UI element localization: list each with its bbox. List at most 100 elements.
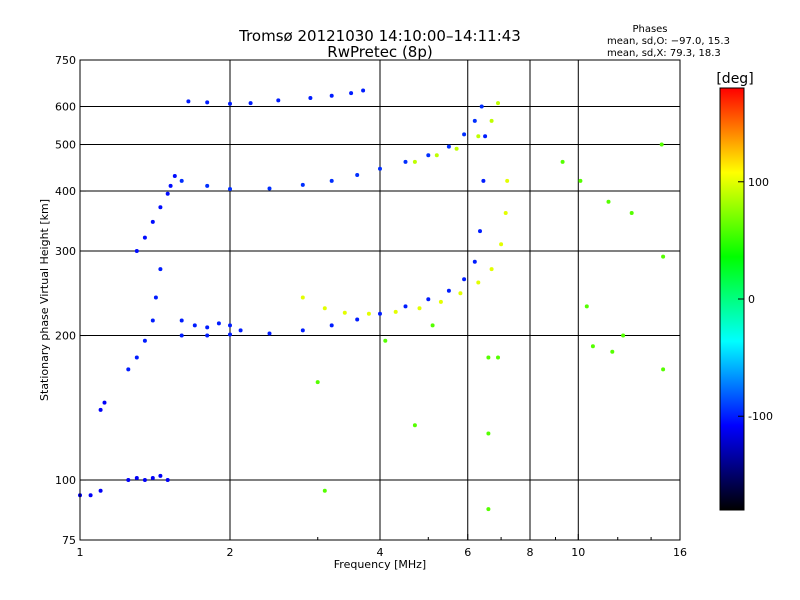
x-tick-label: 8 <box>527 546 534 559</box>
y-tick-label: 100 <box>55 474 76 487</box>
data-point <box>276 98 281 103</box>
data-point <box>472 259 477 264</box>
data-point <box>179 333 184 338</box>
data-point <box>486 355 491 360</box>
data-point <box>578 178 583 183</box>
data-point <box>378 311 382 316</box>
data-point <box>476 134 481 139</box>
data-point <box>355 173 360 177</box>
data-point <box>329 178 334 183</box>
data-point <box>192 323 197 328</box>
colorbar-tick-label: 100 <box>748 176 769 189</box>
data-point <box>446 288 451 293</box>
data-point <box>462 132 467 137</box>
y-tick-label: 300 <box>55 245 76 258</box>
y-tick-label: 500 <box>55 139 76 152</box>
data-point <box>383 338 388 343</box>
data-point <box>584 304 589 309</box>
data-point <box>165 191 170 196</box>
data-point <box>412 423 417 428</box>
data-point <box>661 254 666 259</box>
data-point <box>621 333 626 338</box>
data-point <box>355 317 360 322</box>
x-tick-label: 4 <box>377 546 384 559</box>
y-tick-label: 600 <box>55 101 76 114</box>
data-point <box>496 355 500 360</box>
data-point <box>479 104 484 109</box>
data-point <box>412 159 417 164</box>
data-point <box>499 242 504 247</box>
data-point <box>505 178 510 183</box>
data-point <box>186 99 191 104</box>
data-point <box>438 299 443 304</box>
data-point <box>329 323 334 328</box>
data-point <box>315 380 320 385</box>
data-point <box>472 118 477 123</box>
chart-title: Tromsø 20121030 14:10:00–14:11:43 <box>238 27 521 45</box>
stats-heading: Phases <box>632 24 667 35</box>
data-points <box>78 88 666 512</box>
data-point <box>267 331 272 336</box>
x-tick-label: 6 <box>464 546 471 559</box>
y-tick-label: 75 <box>62 534 76 547</box>
data-point <box>629 211 634 215</box>
data-point <box>248 101 253 106</box>
data-point <box>454 146 459 151</box>
stats-line-x: mean, sd,X: 79.3, 18.3 <box>607 48 721 59</box>
data-point <box>168 183 173 188</box>
data-point <box>134 476 139 480</box>
data-point <box>165 478 170 482</box>
data-point <box>361 88 366 93</box>
data-point <box>458 291 463 296</box>
data-point <box>417 306 422 311</box>
data-point <box>216 321 221 326</box>
data-point <box>142 478 147 482</box>
data-point <box>486 431 491 436</box>
chart-subtitle: RwPretec (8p) <box>327 43 432 61</box>
data-point <box>150 318 155 323</box>
data-point <box>342 310 347 315</box>
data-point <box>158 205 163 210</box>
data-point <box>150 219 155 224</box>
data-point <box>153 295 158 300</box>
grid-lines <box>80 60 680 540</box>
data-point <box>134 355 139 360</box>
data-point <box>205 325 210 330</box>
colorbar-tick-label: -100 <box>748 410 773 423</box>
data-point <box>172 174 177 178</box>
data-point <box>126 478 131 482</box>
data-point <box>403 304 408 309</box>
data-point <box>503 211 508 215</box>
data-point <box>158 473 163 478</box>
x-axis-label: Frequency [MHz] <box>334 558 426 571</box>
data-point <box>300 295 305 300</box>
data-point <box>329 93 334 98</box>
data-point <box>489 267 494 272</box>
data-point <box>661 367 666 372</box>
x-tick-label: 16 <box>673 546 687 559</box>
data-point <box>142 338 147 343</box>
data-point <box>179 178 184 183</box>
data-point <box>462 277 467 282</box>
data-point <box>134 249 139 253</box>
colorbar-tick-label: 0 <box>748 293 755 306</box>
data-point <box>349 91 354 96</box>
data-point <box>560 159 565 164</box>
data-point <box>98 407 103 412</box>
y-axis-label: Stationary phase Virtual Height [km] <box>38 199 51 401</box>
data-point <box>590 344 595 349</box>
data-point <box>606 199 611 204</box>
y-tick-label: 200 <box>55 330 76 343</box>
data-point <box>205 100 210 105</box>
data-point <box>426 297 431 302</box>
data-point <box>610 349 615 354</box>
data-point <box>126 367 131 372</box>
data-point <box>481 178 486 183</box>
x-tick-label: 10 <box>571 546 585 559</box>
data-point <box>205 333 210 338</box>
data-point <box>430 323 435 328</box>
data-point <box>478 229 482 234</box>
data-point <box>98 488 103 493</box>
data-point <box>300 182 305 187</box>
